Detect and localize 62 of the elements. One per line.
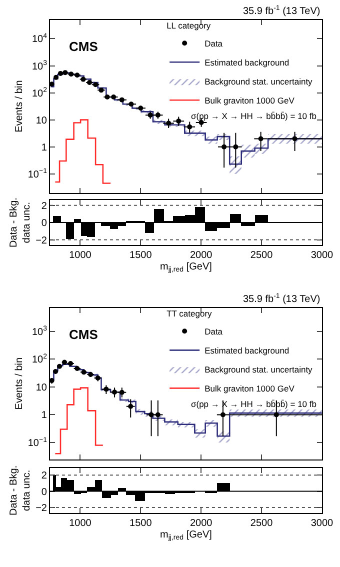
point	[128, 404, 134, 409]
y-tick-label: 2	[41, 200, 48, 212]
point	[258, 136, 264, 142]
legend-label: Background stat. uncertainty	[204, 364, 314, 374]
point	[274, 412, 279, 418]
x-tick-label: 1000	[69, 518, 92, 530]
legend-label: Bulk graviton 1000 GeV	[204, 95, 295, 106]
y-tick-label: 10$^{4}$	[32, 33, 48, 46]
legend-label: Data	[204, 326, 223, 336]
y-axis-title: Data - Bkg. data unc.	[8, 198, 33, 248]
x-axis-title: m$_{jj,red}$ [GeV]	[160, 261, 212, 274]
x-tick-label: 1500	[130, 250, 152, 261]
y-tick-label: −2	[36, 502, 48, 514]
x-tick-label: 1000	[69, 250, 92, 261]
legend-title: LL category	[166, 20, 212, 31]
y-axis-title: Events / bin	[14, 80, 25, 132]
legend-label: Estimated background	[204, 345, 290, 356]
y-axis-title: Events / bin	[14, 357, 25, 410]
y-tick-label: 0	[41, 486, 48, 498]
point	[176, 118, 182, 124]
y-tick-label: 1	[41, 410, 48, 422]
y-tick-label: 10$^{2}$	[32, 87, 48, 100]
y-tick-label: −2	[36, 235, 48, 246]
y-axis-title: Data - Bkg. data unc.	[8, 465, 33, 516]
x-tick-label: 2500	[250, 518, 274, 530]
y-tick-label: 10$^{−1}$	[28, 168, 48, 180]
chart-title: 35.9 fb$^{-1}$ (13 TeV)	[243, 293, 320, 306]
x-tick-label: 3000	[310, 518, 334, 530]
point	[220, 412, 226, 418]
y-tick-label: 10$^{3}$	[32, 60, 48, 72]
annotation: CMS	[69, 39, 98, 54]
y-tick-label: 2	[41, 470, 48, 482]
y-tick-label: 10$^{−1}$	[28, 436, 48, 450]
y-tick-label: 0	[41, 218, 48, 230]
x-tick-label: 1500	[130, 518, 152, 530]
y-tick-label: 10$^{2}$	[32, 353, 48, 366]
point	[233, 144, 238, 150]
legend-label: Estimated background	[204, 57, 290, 68]
point	[112, 390, 118, 395]
legend-title: TT category	[166, 308, 213, 319]
x-tick-label: 2500	[250, 250, 274, 261]
x-axis-title: m$_{jj,red}$ [GeV]	[160, 530, 212, 542]
legend-label: Background stat. uncertainty	[204, 76, 314, 86]
point	[119, 390, 124, 395]
point	[104, 386, 109, 392]
x-tick-label: 3000	[310, 250, 334, 261]
annotation: CMS	[69, 327, 98, 342]
y-tick-label: 10	[36, 115, 48, 126]
point	[166, 120, 172, 126]
legend-label: Data	[204, 38, 223, 48]
y-tick-label: 10	[36, 382, 48, 394]
x-tick-label: 2000	[190, 518, 213, 530]
legend-label: Bulk graviton 1000 GeV	[204, 383, 295, 394]
point	[148, 412, 154, 418]
annotation: σ(pp → X → HH → bb̄bb̄) = 10 fb	[191, 111, 317, 121]
chart-title: 35.9 fb$^{-1}$ (13 TeV)	[243, 5, 320, 18]
y-tick-label: 1	[41, 142, 48, 154]
y-tick-label: 10$^{3}$	[32, 326, 48, 338]
point	[155, 412, 160, 418]
x-tick-label: 2000	[190, 250, 213, 261]
point	[222, 144, 227, 150]
point	[292, 136, 298, 142]
